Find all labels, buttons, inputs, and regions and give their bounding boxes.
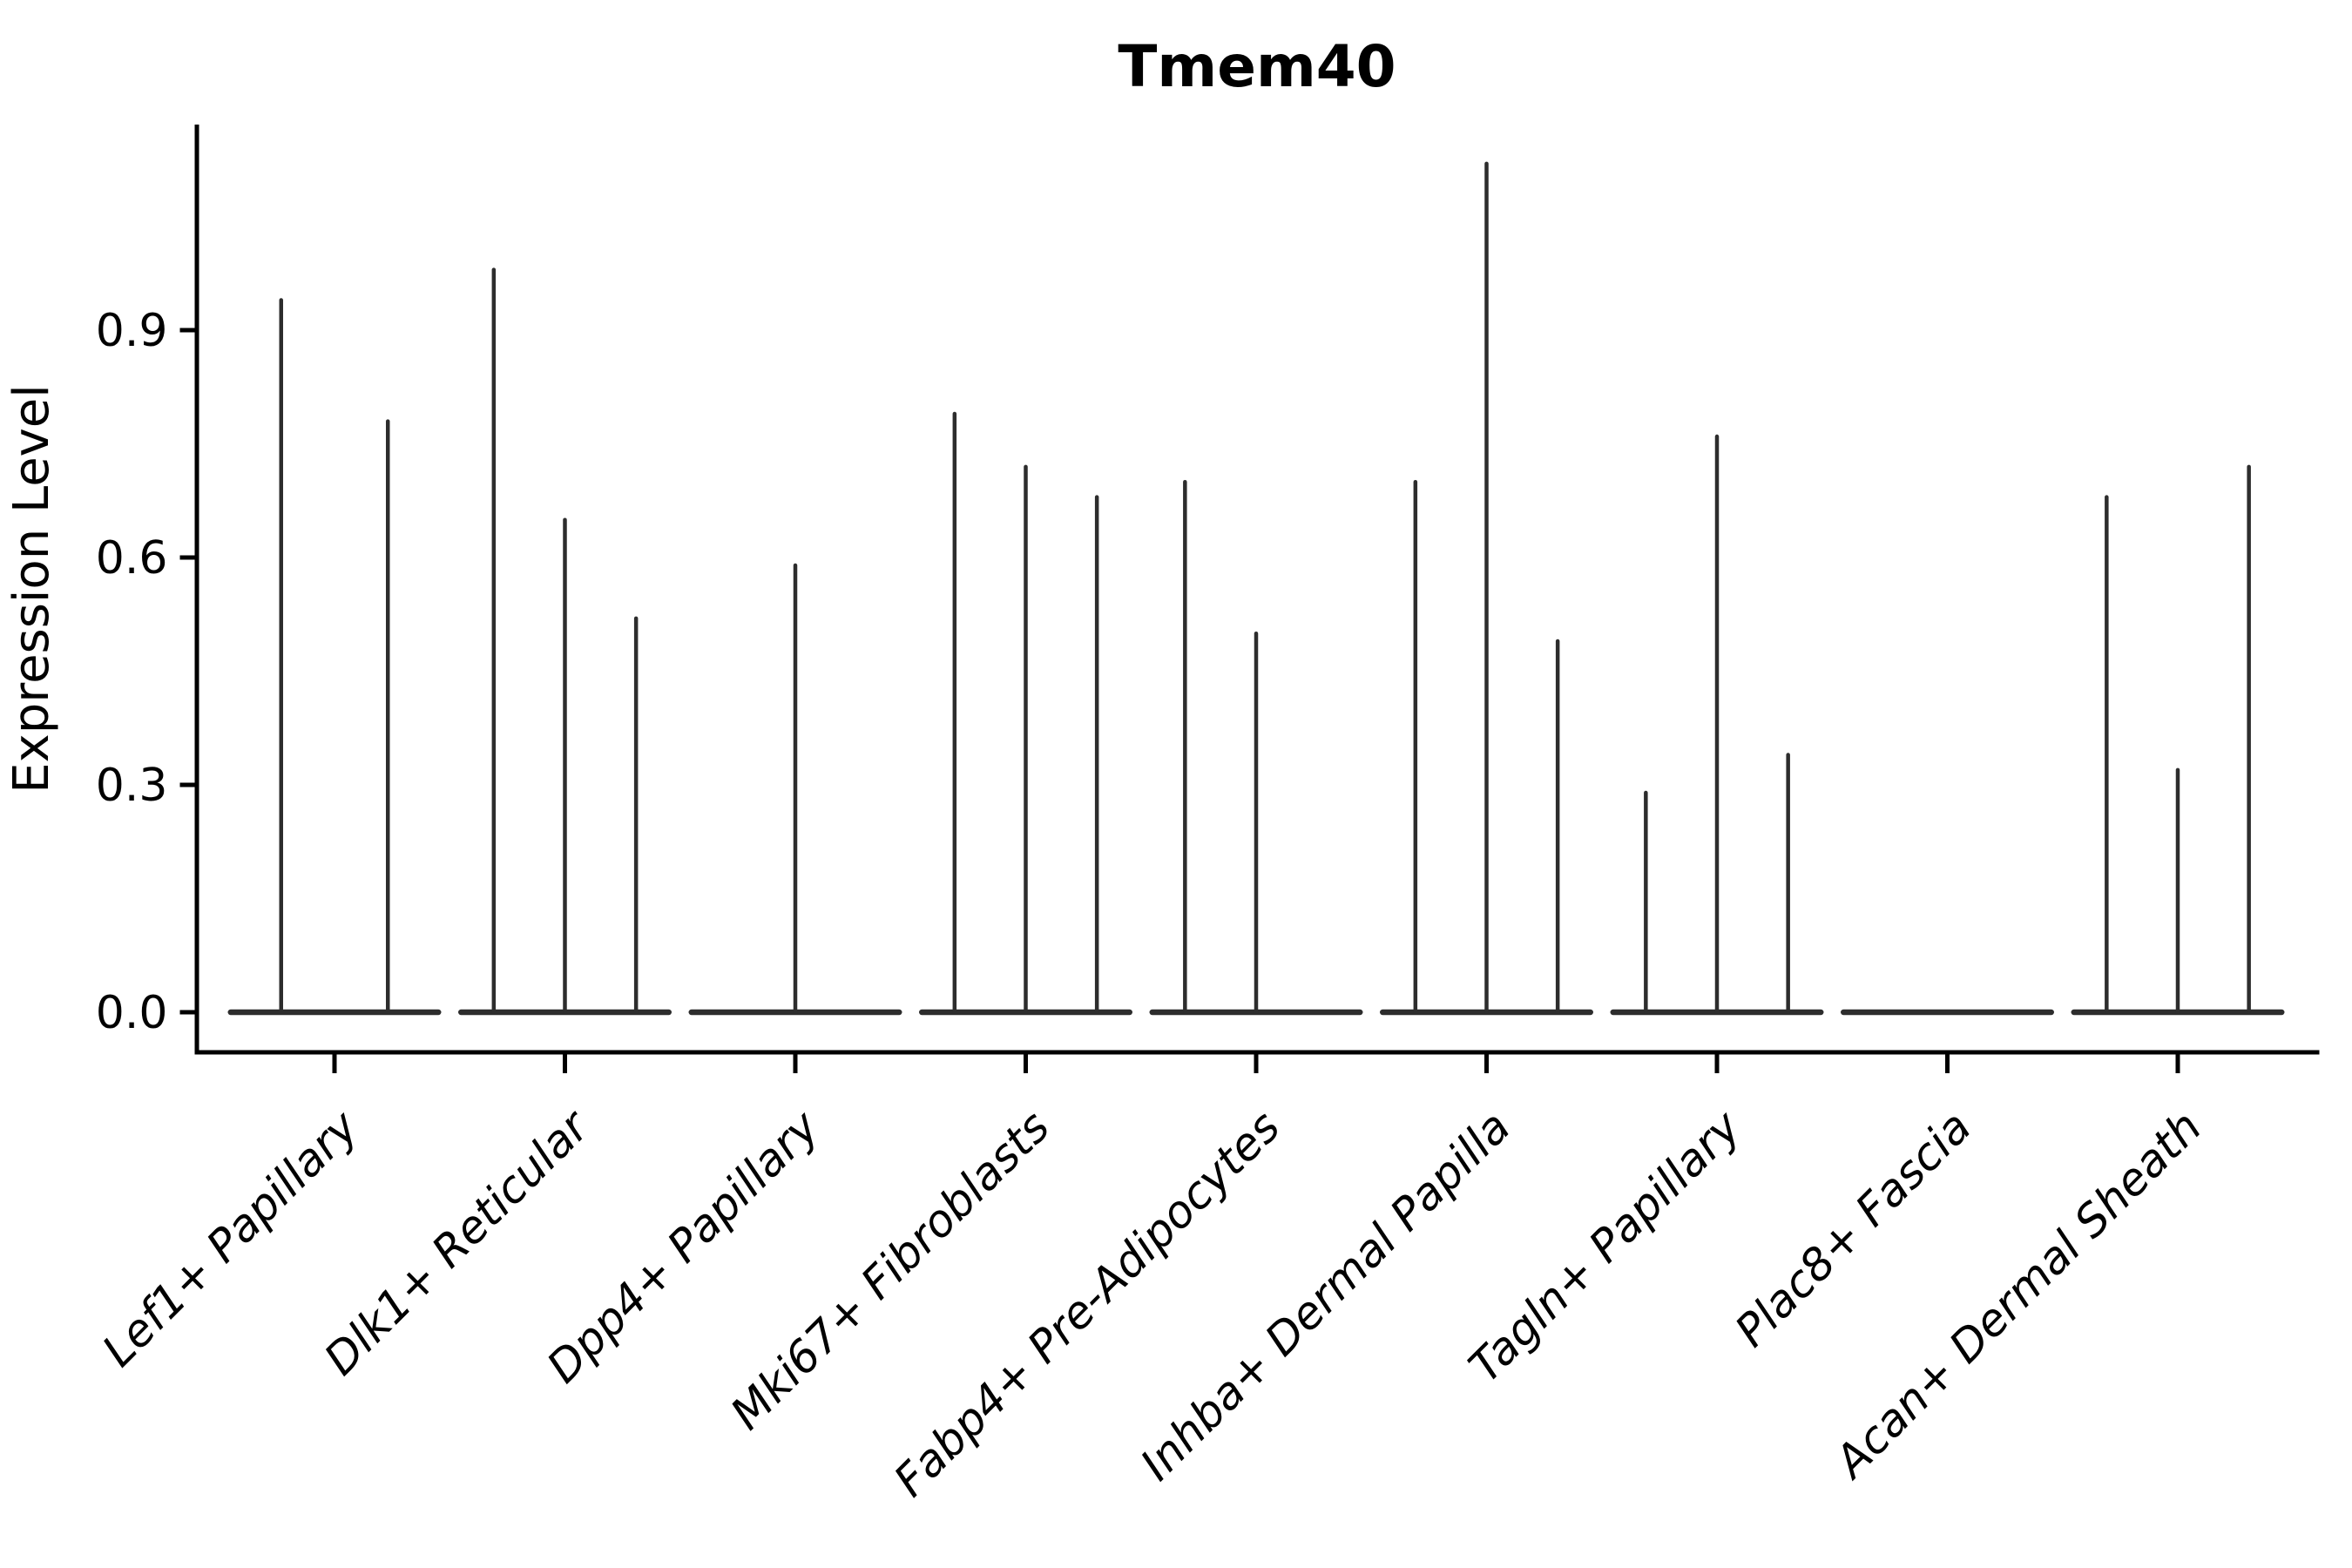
violin-spike	[793, 563, 798, 1014]
violin-spike	[563, 517, 567, 1014]
violin-spike	[1094, 495, 1099, 1014]
violin-spike	[1786, 753, 1790, 1014]
violin-spike	[2105, 495, 2109, 1014]
x-tick	[2175, 1052, 2180, 1073]
violin-spike	[1024, 464, 1028, 1014]
x-tick	[1945, 1052, 1950, 1073]
y-tick-label: 0.0	[96, 987, 168, 1039]
violin-spike	[1644, 790, 1648, 1014]
violin-spike	[633, 616, 639, 1014]
x-tick-label: Inhba+ Dermal Papilla	[1132, 1101, 1521, 1490]
y-tick	[179, 555, 195, 560]
violin-baseline	[227, 1009, 442, 1016]
violin-spike	[386, 419, 390, 1014]
violin-spike	[1183, 480, 1187, 1014]
violin-spike	[1555, 639, 1560, 1014]
x-tick-label: Fabp4+ Pre-Adipocytes	[885, 1101, 1291, 1507]
x-tick	[1714, 1052, 1720, 1073]
violin-spike	[1254, 632, 1259, 1014]
x-tick-label: Acan+ Dermal Sheath	[1824, 1101, 2212, 1489]
y-tick	[179, 782, 195, 787]
x-tick	[1484, 1052, 1489, 1073]
violin-spike	[2175, 767, 2180, 1014]
y-axis-spine	[194, 125, 199, 1052]
x-tick	[332, 1052, 337, 1073]
y-tick-label: 0.3	[96, 760, 168, 812]
violin-spike	[1484, 161, 1489, 1015]
y-tick-label: 0.9	[96, 305, 168, 357]
x-tick	[563, 1052, 567, 1073]
y-axis-title: Expression Level	[3, 384, 60, 794]
y-tick	[179, 1010, 195, 1015]
y-tick-label: 0.6	[96, 532, 168, 585]
violin-spike	[1413, 480, 1418, 1014]
violin-spike	[1714, 434, 1720, 1014]
violin-spike	[491, 267, 497, 1014]
plot-title: Tmem40	[1118, 33, 1396, 100]
violin-baseline	[1841, 1009, 2054, 1016]
x-tick	[1254, 1052, 1259, 1073]
violin-spike	[279, 298, 283, 1014]
y-tick	[179, 328, 195, 333]
x-tick	[793, 1052, 798, 1073]
violin-spike	[2247, 464, 2251, 1014]
x-tick	[1024, 1052, 1028, 1073]
violin-spike	[952, 411, 957, 1014]
x-tick-label: Plac8+ Fascia	[1726, 1101, 1982, 1357]
